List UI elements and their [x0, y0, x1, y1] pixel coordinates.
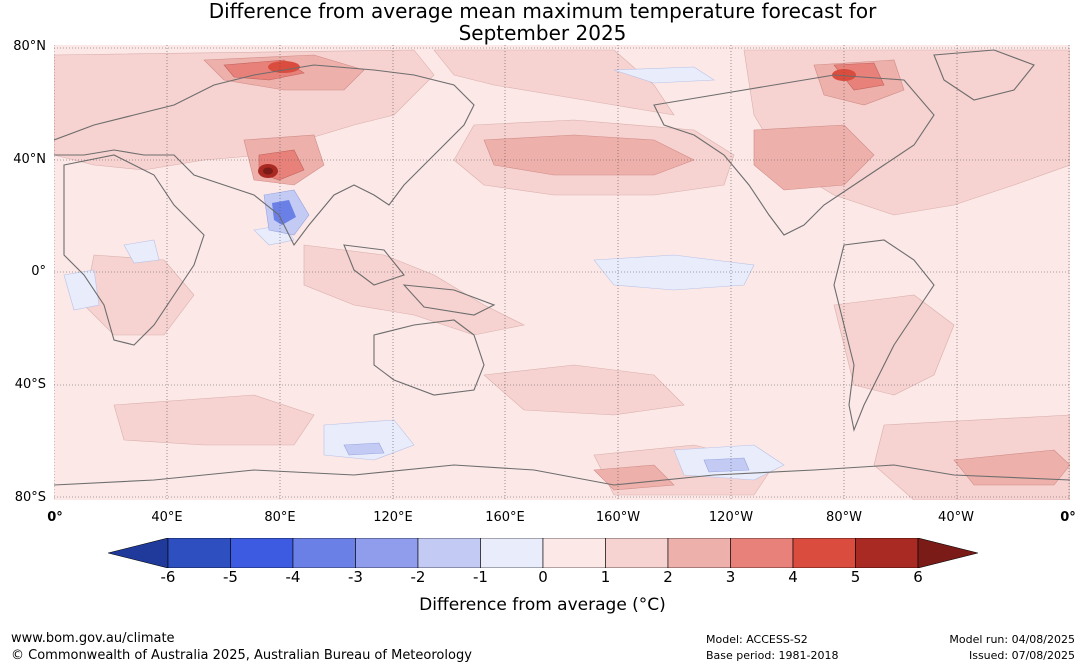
- lon-label-80e: 80°E: [264, 510, 296, 525]
- coast-africa: [63, 154, 205, 346]
- title-line-1: Difference from average mean maximum tem…: [208, 0, 877, 23]
- colorbar-cell: [417, 538, 481, 568]
- colorbar: [108, 538, 978, 568]
- colorbar-cell: [230, 538, 294, 568]
- colorbar-cell: [167, 538, 231, 568]
- lon-label-160e: 160°E: [485, 510, 525, 525]
- colorbar-arrow-low: [108, 538, 169, 568]
- colorbar-cell: [355, 538, 419, 568]
- coast-indonesia: [402, 284, 496, 316]
- colorbar-cell: [605, 538, 669, 568]
- coast-south-america: [833, 239, 935, 432]
- colorbar-cell: [730, 538, 794, 568]
- forecast-map: [54, 45, 1070, 500]
- coast-eurasia: [54, 64, 475, 247]
- lon-label-80w: 80°W: [826, 510, 862, 525]
- colorbar-tick-label: 6: [913, 568, 923, 586]
- model-name: Model: ACCESS-S2: [706, 633, 808, 646]
- lat-label-40n: 40°N: [13, 152, 46, 167]
- colorbar-tick-label: -6: [160, 568, 176, 586]
- anomaly-cool-core: [272, 200, 296, 225]
- colorbar-tick-label: 4: [788, 568, 798, 586]
- colorbar-tick-label: 3: [725, 568, 736, 586]
- lon-label-0-east: 0°: [1060, 510, 1076, 525]
- colorbar-ticks: -6 -5 -4 -3 -2 -1 0 1 2 3 4 5 6: [0, 568, 1085, 588]
- footer-dates: Model run: 04/08/2025 Issued: 07/08/2025: [949, 632, 1075, 664]
- colorbar-tick-label: 5: [850, 568, 861, 586]
- lat-label-80n: 80°N: [13, 39, 46, 54]
- colorbar-cell: [855, 538, 919, 568]
- colorbar-tick-label: 2: [663, 568, 673, 586]
- issued-date: Issued: 07/08/2025: [968, 649, 1075, 662]
- lat-label-40s: 40°S: [14, 377, 46, 392]
- base-period: Base period: 1981-2018: [706, 649, 839, 662]
- grid-lines: [54, 45, 1070, 500]
- lon-label-40e: 40°E: [151, 510, 183, 525]
- colorbar-cell: [792, 538, 856, 568]
- lon-label-120e: 120°E: [373, 510, 413, 525]
- footer-left: www.bom.gov.au/climate © Commonwealth of…: [11, 630, 472, 664]
- coast-antarctica: [54, 464, 1070, 486]
- coast-se-asia: [343, 244, 405, 286]
- anomaly-cool-regions: [63, 66, 785, 481]
- footer-model-info: Model: ACCESS-S2 Base period: 1981-2018: [706, 632, 838, 664]
- map-svg: [54, 45, 1070, 500]
- colorbar-cell: [292, 538, 356, 568]
- coast-greenland: [933, 49, 1035, 101]
- colorbar-label: Difference from average (°C): [419, 595, 666, 615]
- model-run-date: Model run: 04/08/2025: [949, 633, 1075, 646]
- colorbar-tick-label: -3: [348, 568, 363, 586]
- lon-label-0-west: 0°: [47, 510, 63, 525]
- colorbar-cells: [108, 538, 978, 568]
- colorbar-tick-label: -2: [410, 568, 426, 586]
- coastlines: [54, 49, 1070, 486]
- colorbar-tick-label: 0: [538, 568, 548, 586]
- colorbar-tick-label: 1: [600, 568, 611, 586]
- lon-label-40w: 40°W: [938, 510, 974, 525]
- colorbar-cell: [667, 538, 731, 568]
- copyright-text: © Commonwealth of Australia 2025, Austra…: [11, 648, 472, 663]
- lon-label-160w: 160°W: [595, 510, 641, 525]
- coast-australia: [373, 319, 485, 396]
- colorbar-tick-label: -1: [473, 568, 488, 586]
- title-line-2: September 2025: [458, 21, 627, 45]
- coast-north-america: [653, 74, 935, 236]
- website-link[interactable]: www.bom.gov.au/climate: [11, 631, 175, 646]
- colorbar-cell: [480, 538, 544, 568]
- colorbar-tick-label: -4: [285, 568, 301, 586]
- chart-title: Difference from average mean maximum tem…: [0, 0, 1085, 44]
- lon-label-120w: 120°W: [708, 510, 754, 525]
- lat-label-80s: 80°S: [14, 490, 46, 505]
- colorbar-arrow-high: [917, 538, 978, 568]
- lat-label-0: 0°: [31, 264, 46, 279]
- colorbar-cell: [542, 538, 606, 568]
- colorbar-tick-label: -5: [223, 568, 238, 586]
